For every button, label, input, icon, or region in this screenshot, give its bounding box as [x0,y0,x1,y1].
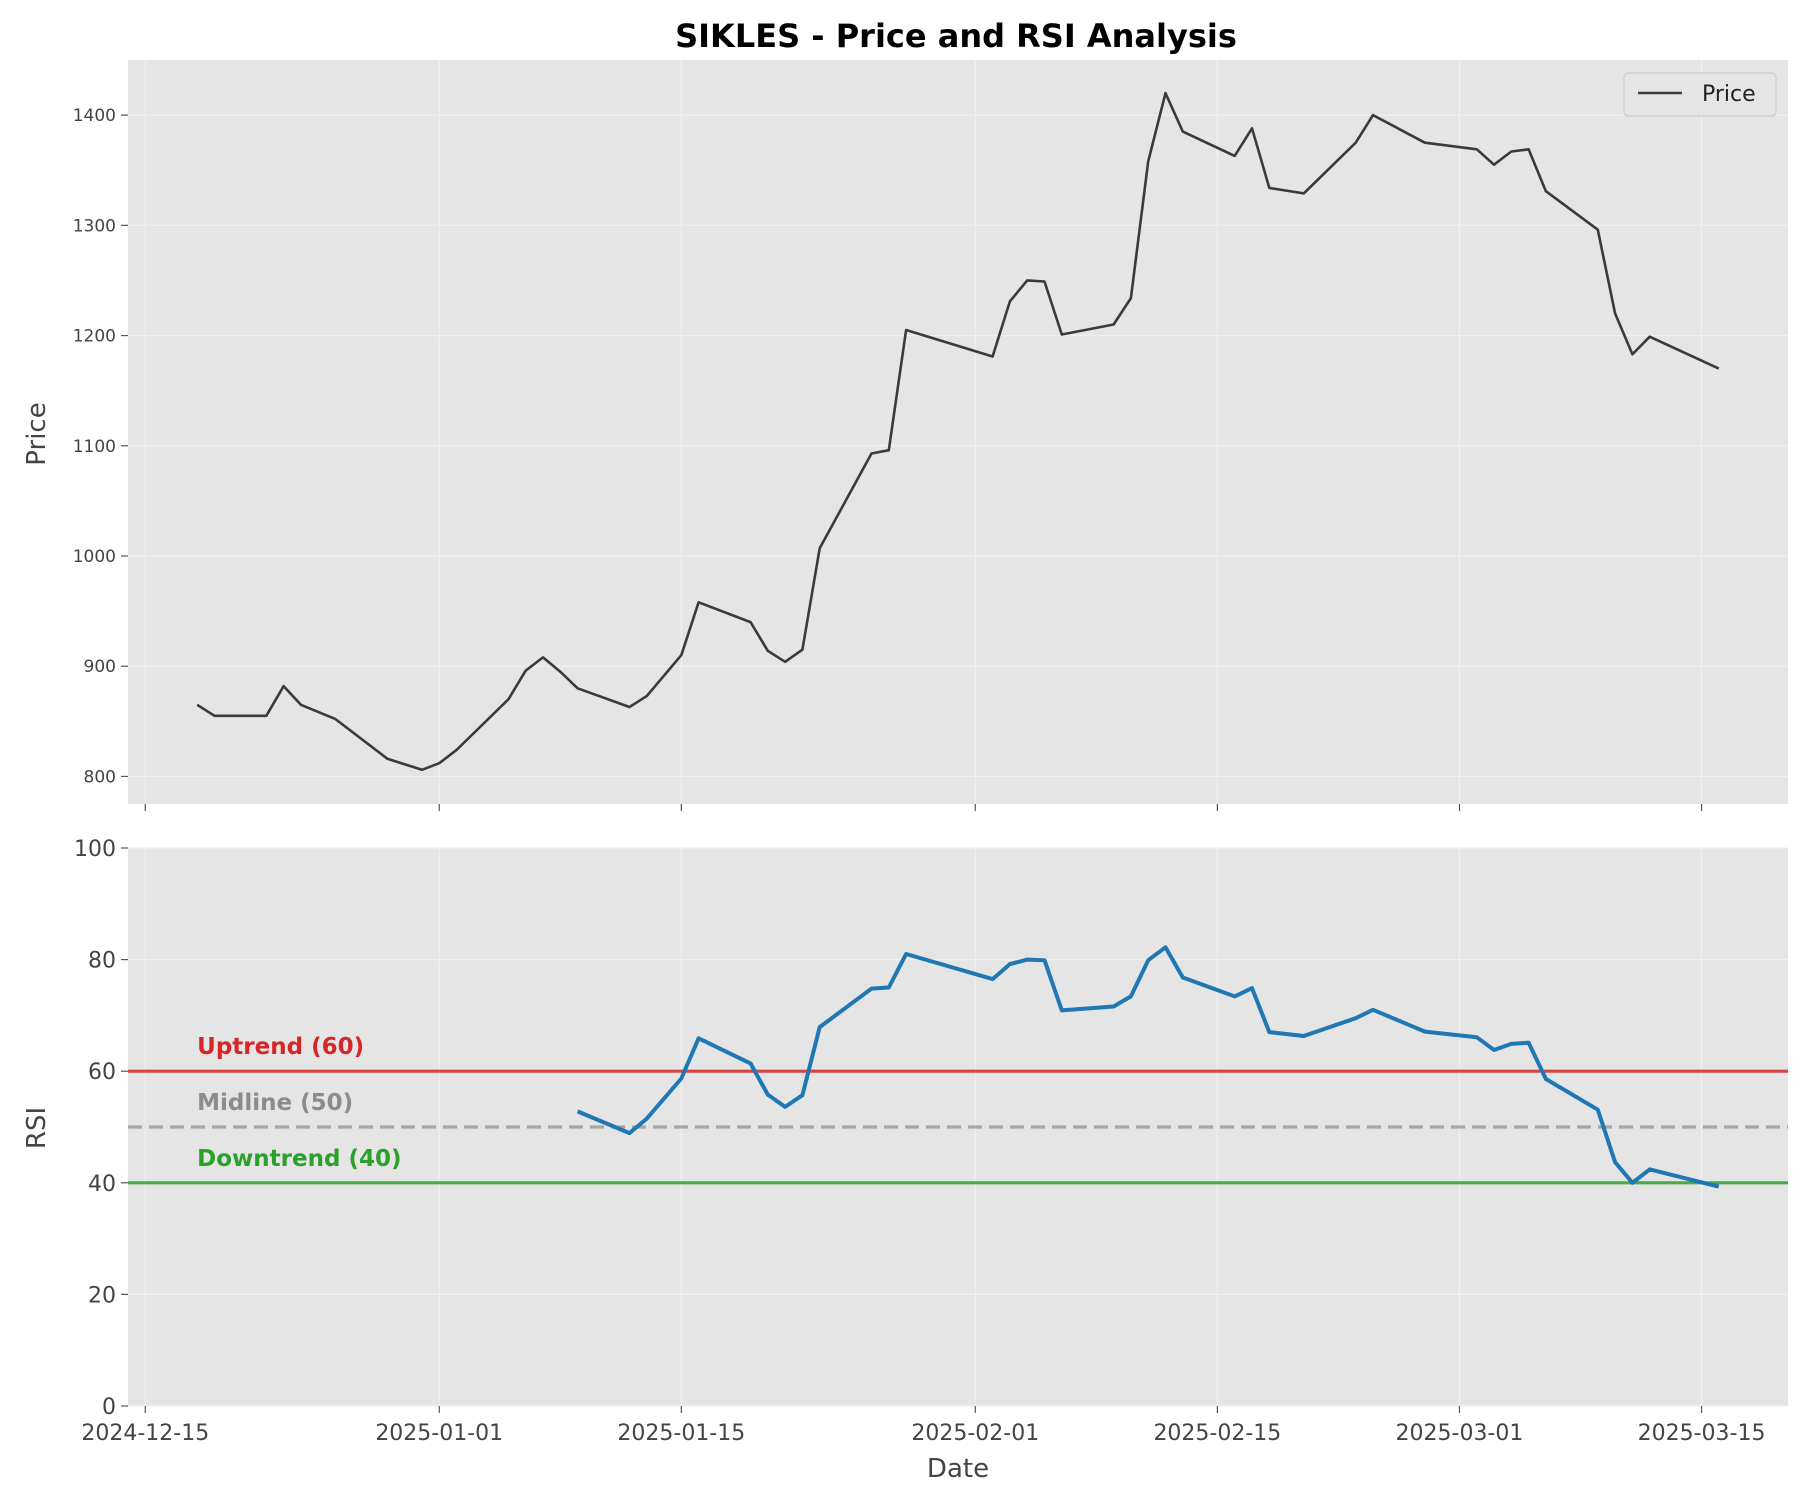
rsi-y-axis-label: RSI [22,1107,52,1149]
price-y-axis-label: Price [22,402,52,465]
rsi-reference-lines: Uptrend (60) Midline (50) Downtrend (40) [128,1034,1788,1185]
price-line [196,91,1720,772]
y-tick-label: 60 [88,1060,116,1085]
x-tick-label: 2025-01-15 [617,1421,745,1446]
reference-line-label: Midline (50) [197,1090,353,1116]
reference-line-label: Uptrend (60) [197,1034,364,1060]
x-tick-label: 2024-12-15 [81,1421,209,1446]
price-series [196,91,1720,772]
rsi-panel: 0 20 40 60 80 100 2024-12-15 2025-01-01 2025-01… [22,837,1788,1446]
price-y-ticks: 800 900 1000 1100 1200 1300 1400 [73,106,128,787]
x-tick-label: 2025-03-01 [1396,1421,1524,1446]
x-tick-label: 2025-03-15 [1638,1421,1766,1446]
y-tick-label: 80 [88,949,116,974]
price-grid [128,60,1788,804]
price-plot-area [128,60,1788,804]
y-tick-label: 0 [102,1395,116,1420]
rsi-line [576,945,1720,1189]
rsi-series [576,945,1720,1189]
y-tick-label: 20 [88,1283,116,1308]
y-tick-label: 40 [88,1172,116,1197]
legend-box [1623,72,1777,117]
x-tick-label: 2025-02-01 [911,1421,1039,1446]
x-axis-label: Date [927,1454,989,1484]
x-tick-label: 2025-01-01 [375,1421,503,1446]
price-legend: Price [1623,72,1777,117]
y-tick-label: 900 [84,657,116,677]
y-tick-label: 1200 [73,327,116,347]
y-tick-label: 1400 [73,106,116,126]
y-tick-label: 800 [84,767,116,787]
chart-title: SIKLES - Price and RSI Analysis [675,17,1237,55]
price-panel: 800 900 1000 1100 1200 1300 1400 Price Price [22,60,1788,811]
legend-label-price: Price [1702,82,1756,107]
rsi-x-ticks: 2024-12-15 2025-01-01 2025-01-15 2025-02-01… [81,1406,1765,1446]
price-x-tick-marks [144,804,1703,811]
reference-line-label: Downtrend (40) [197,1146,401,1172]
y-tick-label: 1300 [73,216,116,236]
y-tick-label: 1100 [73,437,116,457]
y-tick-label: 100 [74,837,116,862]
x-tick-label: 2025-02-15 [1153,1421,1281,1446]
rsi-y-ticks: 0 20 40 60 80 100 [74,837,128,1420]
y-tick-label: 1000 [73,547,116,567]
